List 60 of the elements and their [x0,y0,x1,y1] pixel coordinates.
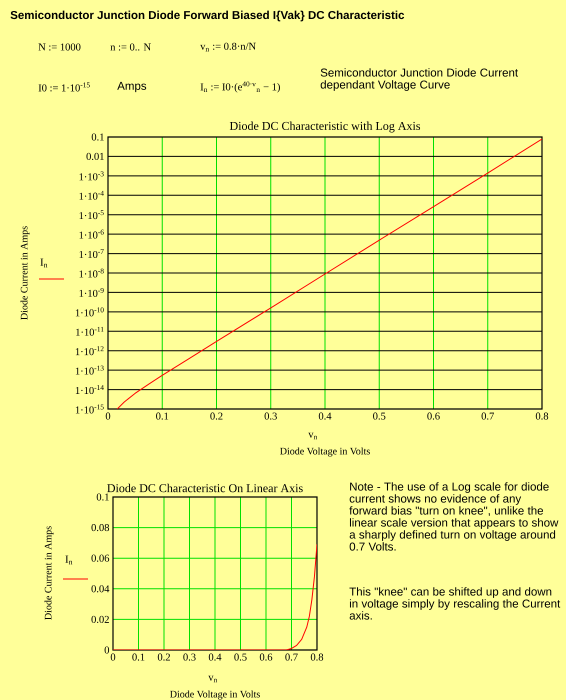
x-axis-title: Diode Voltage in Volts [280,447,370,457]
y-tick-label: 1·10$^{-10}$ [76,307,104,316]
text: This "knee" can be shifted up and down in voltage simply by rescaling the Current axis. [349,587,560,620]
chart-title: Diode DC Characteristic with Log Axis [230,122,420,132]
x-tick-label: 0.8 [310,654,324,661]
chart-title: Diode DC Characteristic On Linear Axis [107,484,303,492]
x-axis-title: Diode Voltage in Volts [170,690,260,700]
y-tick-label: 1·10$^{-9}$ [80,288,104,297]
y-tick-label: 0.1 [96,493,109,501]
x-tick-label: 0.1 [156,412,168,420]
y-tick-label: 1·10$^{-6}$ [80,230,104,239]
x-tick-label: 0.7 [285,654,298,661]
y-tick-label: 0.08 [91,524,110,532]
x-tick-label: 0.4 [208,654,222,661]
x-tick-label: 0.2 [210,412,222,420]
x-tick-label: 0.6 [260,654,272,661]
y-tick-label: 1·10$^{-15}$ [76,404,104,414]
text: Amps [117,82,146,92]
y-tick-label: 0 [104,646,110,654]
y-tick-label: 1·10$^{-7}$ [80,249,104,258]
y-tick-label: 1·10$^{-13}$ [76,366,104,375]
text: v$_{n}$ [208,676,218,682]
text: v$_{n}$ := 0.8·n/N [200,42,256,52]
y-tick-label: 0.02 [91,616,109,623]
x-tick-label: 0.8 [536,412,548,420]
y-tick-label: 0.04 [91,585,110,592]
text: I$_{n}$ [40,258,48,268]
text: I$_{n}$ := I0·(e$^{40·v}$$_{n}$ − 1) [200,81,280,93]
y-tick-label: 1·10$^{-8}$ [80,268,104,278]
text: I0 := 1·10$^{-15}$ [38,82,90,92]
x-tick-label: 0.5 [373,412,386,420]
x-tick-label: 0.3 [264,412,277,420]
x-tick-label: 0 [110,654,116,661]
y-axis-title: Diode Current in Amps [20,226,30,320]
text: Semiconductor Junction Diode Forward Biased I{Vak} DC Characteristic [10,10,404,22]
y-tick-label: 1·10$^{-4}$ [80,190,104,200]
x-tick-label: 0.1 [132,654,144,661]
y-tick-label: 0.1 [92,133,104,141]
line-series [113,544,317,650]
text: N := 1000 [38,43,80,51]
y-tick-label: 0.01 [86,152,104,160]
x-tick-label: 0.3 [183,654,196,661]
y-tick-label: 1·10$^{-12}$ [76,346,104,356]
text: I$_{n}$ [65,556,72,564]
y-tick-label: 1·10$^{-14}$ [76,385,104,394]
y-tick-label: 1·10$^{-3}$ [80,171,104,180]
text: n := 0.. N [110,43,151,51]
text: v$_{n}$ [308,432,318,440]
y-tick-label: 1·10$^{-5}$ [80,210,104,220]
y-tick-label: 1·10$^{-11}$ [76,326,104,336]
x-tick-label: 0.6 [427,412,440,420]
x-tick-label: 0.4 [318,412,332,420]
line-series [116,138,542,410]
text: Note - The use of a Log scale for diode current shows no evidence of any forward bias "turn on knee", unlike the linear scale version that appears to show a sharply defined turn on voltage around 0.7 Volts. [349,482,558,551]
y-tick-label: 0.06 [91,554,110,562]
x-tick-label: 0.7 [482,412,494,420]
x-tick-label: 0.5 [234,654,247,661]
text: Semiconductor Junction Diode Current dependant Voltage Curve [320,68,518,91]
y-axis-title: Diode Current in Amps [44,526,54,620]
x-tick-label: 0.2 [158,654,170,661]
